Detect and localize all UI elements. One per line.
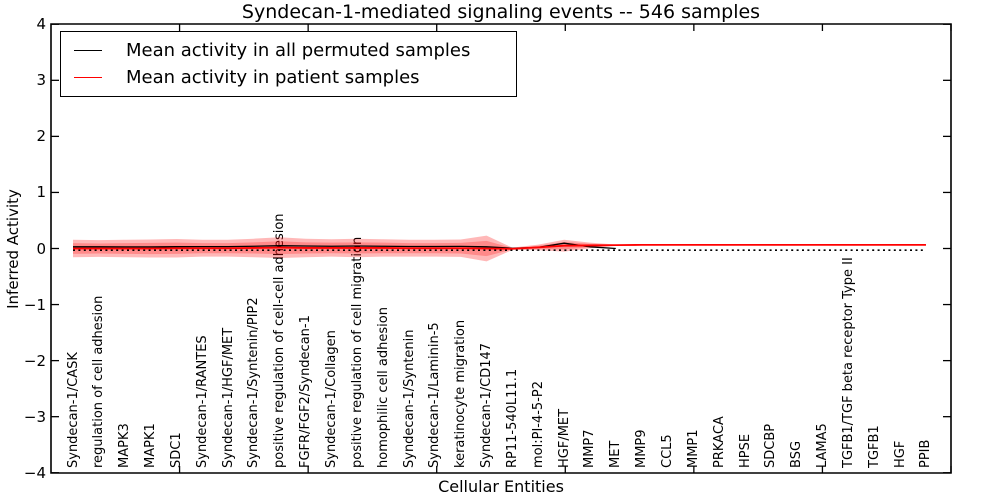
legend-item-patient: Mean activity in patient samples [61, 67, 516, 88]
legend-line-black-icon [74, 50, 102, 52]
legend-label-patient: Mean activity in patient samples [126, 66, 420, 88]
legend-line-red-icon [74, 76, 102, 78]
y-tick-label: −4 [23, 463, 46, 482]
y-tick-label: −3 [23, 407, 46, 426]
y-tick-label: 4 [36, 15, 46, 34]
patient-mean-line [73, 243, 926, 250]
legend-item-permuted: Mean activity in all permuted samples [61, 40, 516, 61]
y-axis-title: Inferred Activity [4, 189, 22, 309]
x-axis-title: Cellular Entities [438, 477, 564, 496]
chart-title: Syndecan-1-mediated signaling events -- … [241, 1, 761, 23]
y-tick-label: −2 [23, 351, 46, 370]
y-tick-label: 3 [36, 71, 46, 90]
legend-label-permuted: Mean activity in all permuted samples [126, 40, 471, 62]
y-tick-label: 1 [36, 183, 46, 202]
legend: Mean activity in all permuted samples Me… [60, 31, 517, 97]
y-tick-label: 2 [36, 127, 46, 146]
y-tick-label: −1 [23, 295, 46, 314]
y-tick-label: 0 [36, 239, 46, 258]
